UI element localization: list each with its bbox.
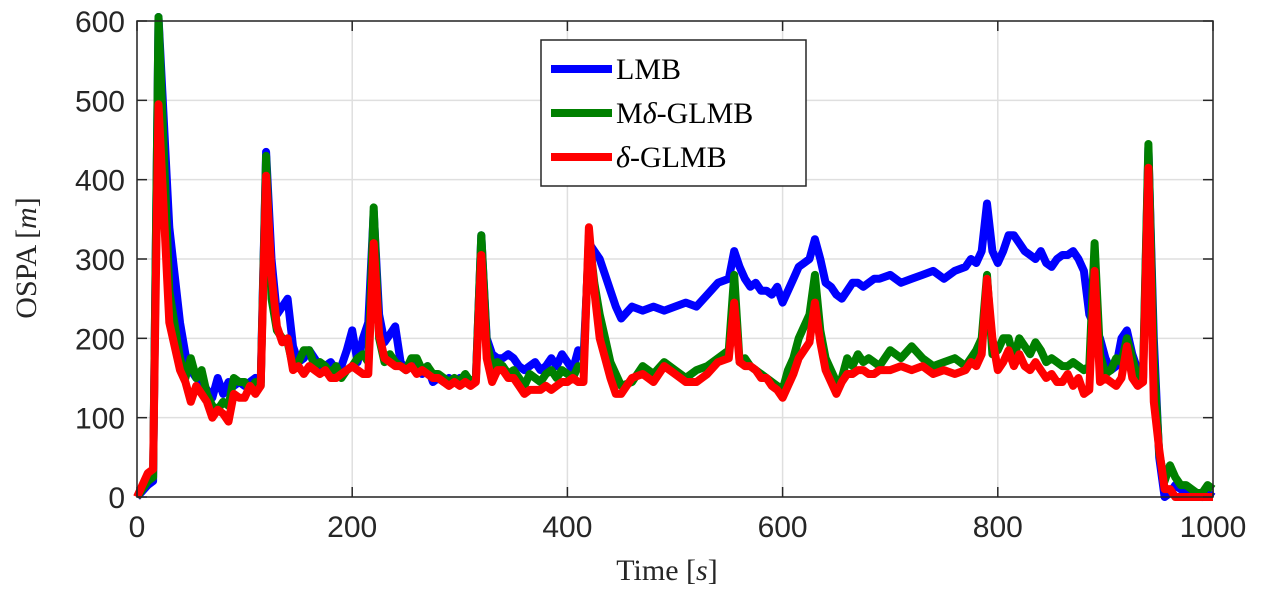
y-tick-label: 300 [75,244,125,277]
series-line-m-glmb [133,13,1216,500]
legend-label-lmb: LMB [616,53,681,86]
legend: LMB Mδ-GLMB δ-GLMB [540,39,807,187]
y-tick-label: 400 [75,165,125,198]
x-tick-label: 400 [542,511,592,544]
series-line-glmb [133,100,1213,501]
y-tick-labels: 0 100 200 300 400 500 600 [75,6,125,515]
axes [136,20,1214,498]
x-tick-label: 600 [758,511,808,544]
y-tick-label: 0 [108,482,125,515]
x-tick-label: 1000 [1180,511,1247,544]
x-tick-label: 800 [973,511,1023,544]
legend-label-delta-glmb: δ-GLMB [616,141,727,174]
x-tick-label: 200 [327,511,377,544]
y-tick-label: 600 [75,6,125,39]
y-tick-label: 500 [75,85,125,118]
y-tick-label: 200 [75,323,125,356]
x-axis-title: Time [s] [616,554,717,587]
y-tick-label: 100 [75,403,125,436]
series-lines [133,13,1216,501]
x-tick-label: 0 [129,511,146,544]
x-tick-labels: 0 200 400 600 800 1000 [129,511,1247,544]
legend-label-mdelta-glmb: Mδ-GLMB [616,97,753,130]
y-axis-title: OSPA [m] [10,197,43,318]
